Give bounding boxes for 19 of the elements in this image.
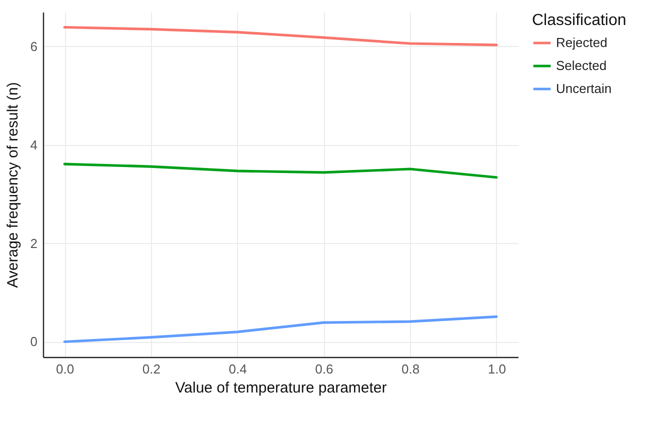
y-tick-label: 0 (30, 334, 38, 350)
y-tick-label: 6 (30, 38, 38, 54)
legend-label: Rejected (556, 35, 608, 50)
line-series (63, 315, 498, 344)
legend-title: Classification (532, 12, 626, 29)
legend-label: Uncertain (556, 81, 612, 96)
y-tick-label: 2 (30, 236, 38, 251)
x-tick-label: 1.0 (488, 362, 506, 376)
y-tick-label: 4 (30, 137, 38, 152)
x-tick-label: 0.4 (228, 362, 247, 376)
x-axis-title: Value of temperature parameter (175, 380, 387, 396)
x-tick-label: 0.0 (56, 362, 74, 376)
legend-label: Selected (556, 58, 607, 73)
line-series (63, 26, 498, 46)
x-tick-label: 0.6 (315, 362, 334, 376)
y-axis-title: Average frequency of result (n) (4, 82, 22, 288)
x-tick-label: 0.8 (402, 362, 420, 376)
line-series (63, 162, 498, 179)
x-tick-label: 0.2 (142, 362, 160, 376)
